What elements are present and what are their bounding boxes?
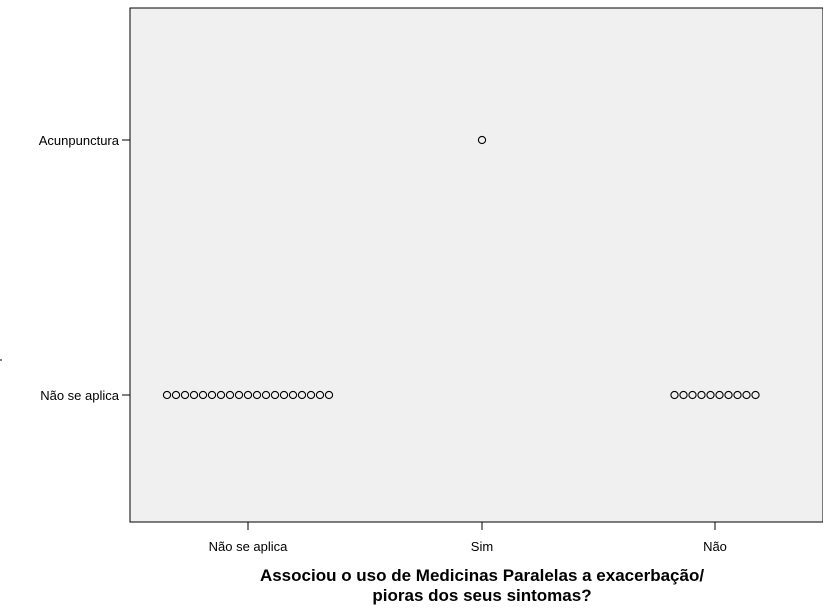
data-point-0-12 [270,390,280,400]
data-point-2-6 [724,390,733,400]
data-point-0-10 [252,390,262,400]
data-point-0-18 [324,390,334,400]
plot-area [129,7,823,523]
data-point-2-7 [733,390,742,400]
data-point-0-4 [198,390,208,400]
data-point-0-7 [225,390,235,400]
points-layer [162,135,760,400]
data-point-0-16 [306,390,316,400]
data-point-0-3 [189,390,199,400]
x-axis-title: Associou o uso de Medicinas Paralelas a … [260,566,704,585]
data-point-2-0 [670,390,679,400]
data-point-0-2 [180,390,190,400]
data-point-0-13 [279,390,289,400]
data-point-2-1 [679,390,688,400]
data-point-0-1 [171,390,181,400]
y-tick-label-acunpunctura: Acunpunctura [39,133,120,148]
x-axis-title-line2: pioras dos seus sintomas? [372,586,591,605]
data-point-2-9 [751,390,760,400]
data-point-0-0 [162,390,172,400]
data-point-2-5 [715,390,724,400]
data-point-2-2 [688,390,697,400]
data-point-0-9 [243,390,253,400]
data-point-0-6 [216,390,226,400]
data-point-0-5 [207,390,217,400]
data-point-0-8 [234,390,244,400]
data-point-2-8 [742,390,751,400]
data-point-1-0 [477,135,487,145]
data-point-0-17 [315,390,325,400]
x-tick-label-nao: Não [703,539,727,554]
data-point-0-15 [297,390,307,400]
data-point-0-11 [261,390,271,400]
data-point-0-14 [288,390,298,400]
data-point-2-3 [697,390,706,400]
data-point-2-4 [706,390,715,400]
x-tick-label-sim: Sim [471,539,493,554]
y-tick-label-nao-se-aplica: Não se aplica [40,388,120,403]
x-tick-label-nao-se-aplica: Não se aplica [209,539,289,554]
